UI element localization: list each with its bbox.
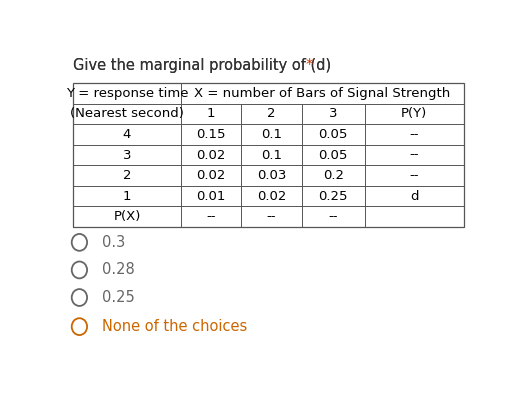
Text: --: --: [409, 148, 419, 162]
Text: 0.02: 0.02: [257, 190, 286, 203]
Text: --: --: [206, 210, 216, 223]
Text: P(X): P(X): [113, 210, 140, 223]
Text: 3: 3: [329, 107, 338, 120]
Text: 0.28: 0.28: [102, 262, 134, 277]
Text: 0.3: 0.3: [102, 235, 125, 250]
Text: Give the marginal probability of (d): Give the marginal probability of (d): [73, 59, 336, 74]
Text: 0.02: 0.02: [196, 148, 226, 162]
Text: 4: 4: [123, 128, 131, 141]
Text: 2: 2: [267, 107, 276, 120]
Text: 3: 3: [123, 148, 131, 162]
Text: --: --: [409, 128, 419, 141]
Text: 0.2: 0.2: [323, 169, 344, 182]
Text: 0.02: 0.02: [196, 169, 226, 182]
Text: 0.1: 0.1: [261, 128, 282, 141]
Text: *: *: [306, 59, 313, 74]
Text: 0.05: 0.05: [318, 128, 348, 141]
Text: 2: 2: [123, 169, 131, 182]
Text: P(Y): P(Y): [401, 107, 428, 120]
Text: 0.05: 0.05: [318, 148, 348, 162]
Text: 0.15: 0.15: [196, 128, 226, 141]
Text: --: --: [409, 169, 419, 182]
Text: 0.25: 0.25: [318, 190, 348, 203]
Text: 1: 1: [207, 107, 215, 120]
Text: 0.01: 0.01: [196, 190, 226, 203]
Text: 0.1: 0.1: [261, 148, 282, 162]
Text: X = number of Bars of Signal Strength: X = number of Bars of Signal Strength: [194, 87, 450, 100]
Text: None of the choices: None of the choices: [102, 319, 247, 334]
Text: Y = response time: Y = response time: [66, 87, 188, 100]
Text: (Nearest second): (Nearest second): [70, 107, 184, 120]
Text: 0.03: 0.03: [257, 169, 286, 182]
Text: 0.25: 0.25: [102, 290, 134, 305]
Text: 1: 1: [123, 190, 131, 203]
Text: d: d: [410, 190, 419, 203]
Text: --: --: [267, 210, 276, 223]
Text: --: --: [328, 210, 338, 223]
Text: Give the marginal probability of (d): Give the marginal probability of (d): [73, 59, 336, 74]
